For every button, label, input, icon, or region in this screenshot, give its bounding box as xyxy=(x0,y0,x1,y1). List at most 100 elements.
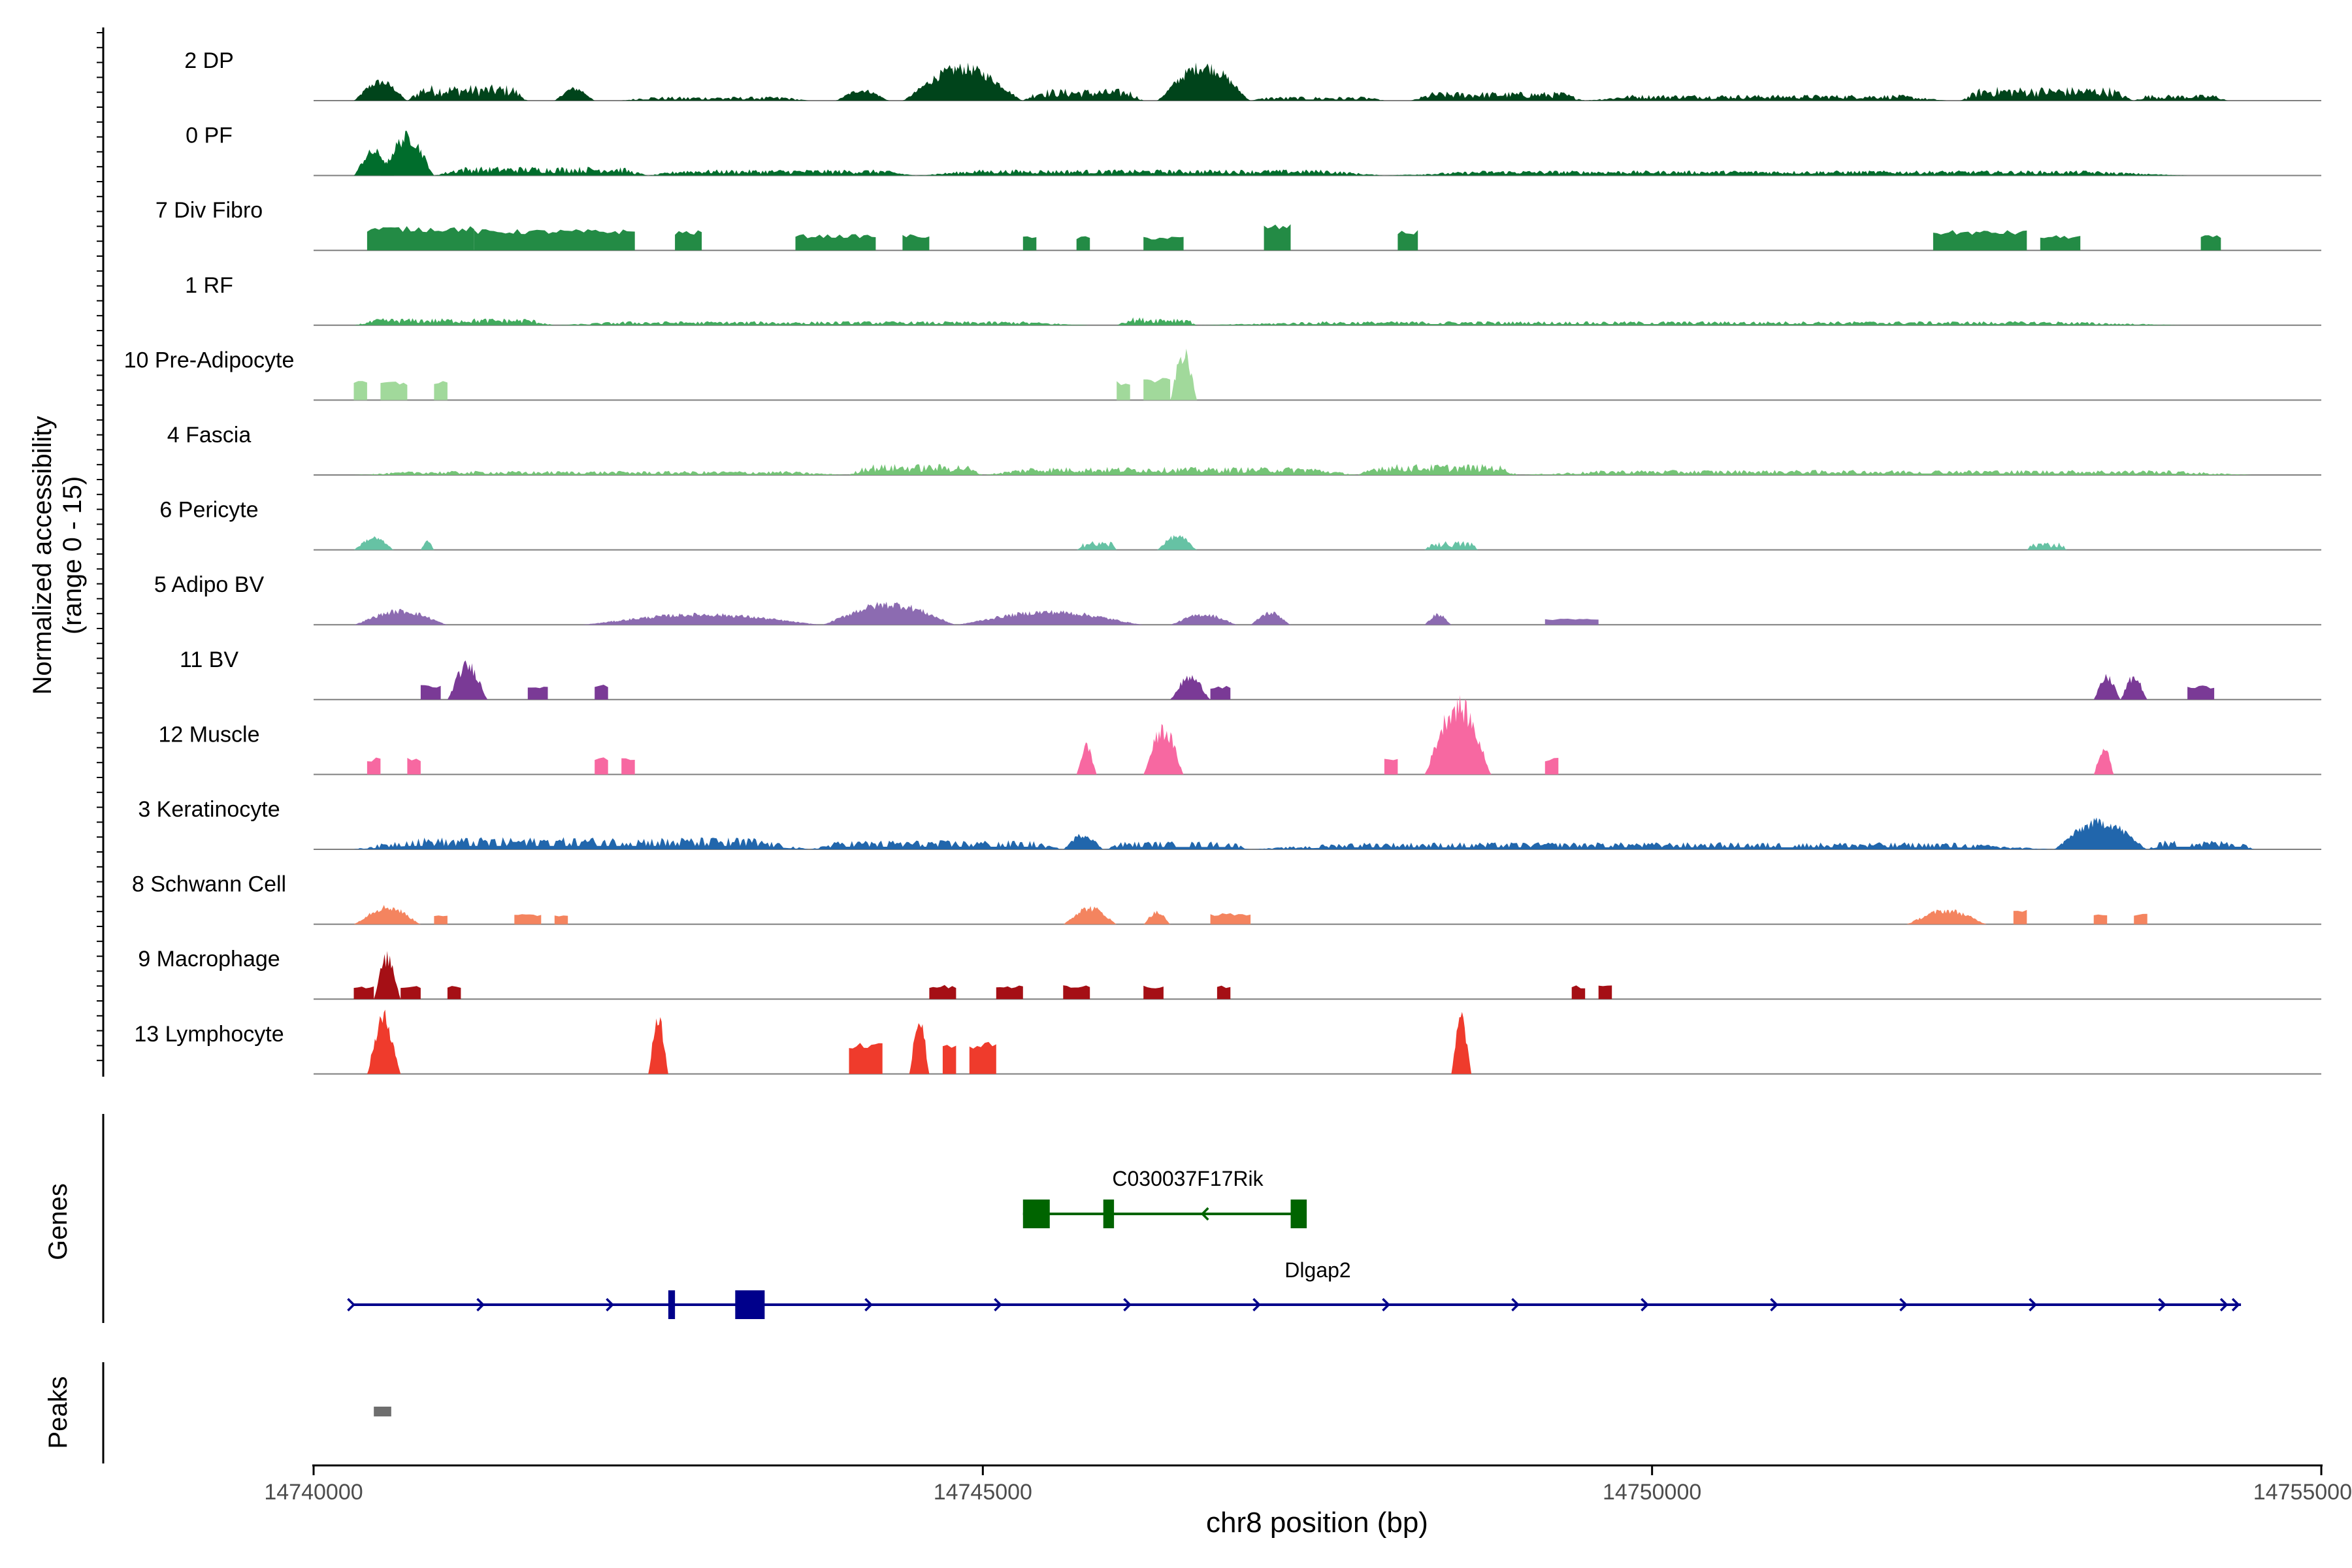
track-11-bv: 11 BV xyxy=(180,647,2321,700)
gene-exon xyxy=(1103,1200,1115,1228)
coverage-peak xyxy=(1117,381,1130,400)
strand-chevron xyxy=(1252,1298,1261,1312)
coverage-peak xyxy=(407,758,421,775)
coverage-peak xyxy=(675,230,702,251)
coverage-peak xyxy=(1424,613,1452,625)
coverage-peak xyxy=(353,80,408,101)
coverage-peak xyxy=(1063,906,1117,924)
track-label: 6 Pericyte xyxy=(159,498,258,523)
coverage-peak xyxy=(1063,985,1090,1000)
coverage-peak xyxy=(420,540,434,550)
coverage-peak xyxy=(822,602,956,625)
track-label: 5 Adipo BV xyxy=(154,572,265,597)
coverage-tracks: 2 DP 0 PF 7 Div Fibro 1 RF 10 Pre-Adipocyte 4… xyxy=(124,48,2321,1075)
strand-chevron xyxy=(1641,1298,1649,1312)
coverage-peak xyxy=(1384,759,1398,775)
coverage-peak xyxy=(1571,985,1586,1000)
gene-dlgap2: Dlgap2 xyxy=(347,1258,2242,1319)
coverage-peak xyxy=(353,905,421,924)
coverage-peak xyxy=(2040,235,2081,251)
coverage-peak xyxy=(902,62,1023,101)
coverage-peak xyxy=(942,1045,956,1074)
coverage-peak xyxy=(795,234,876,251)
coverage-peak xyxy=(1210,685,1231,700)
x-tick-label: 14745000 xyxy=(934,1480,1032,1505)
track-label: 10 Pre-Adipocyte xyxy=(124,348,295,372)
coverage-peak xyxy=(447,986,461,1000)
coverage-peak xyxy=(1143,985,1164,1000)
coverage-peak xyxy=(1424,541,1478,550)
coverage-peak xyxy=(434,167,649,176)
coverage-peak xyxy=(434,381,448,400)
coverage-peak xyxy=(554,915,568,924)
coverage-peak xyxy=(353,381,367,400)
track-label: 2 DP xyxy=(184,48,234,73)
coverage-peak xyxy=(1170,675,1211,700)
coverage-peak xyxy=(1544,619,1599,625)
coverage-peak xyxy=(1076,541,1117,550)
coverage-peak xyxy=(514,914,542,924)
strand-chevron xyxy=(606,1298,614,1312)
coverage-peak xyxy=(915,169,1384,176)
strand-chevron xyxy=(994,1298,1002,1312)
coverage-peak xyxy=(1143,724,1184,775)
coverage-peak xyxy=(2147,840,2255,849)
coverage-peak xyxy=(1217,985,1231,1000)
strand-chevron xyxy=(1899,1298,1908,1312)
coverage-peak xyxy=(595,685,608,700)
x-tick-label: 14755000 xyxy=(2253,1480,2352,1505)
track-1-rf: 1 RF xyxy=(185,273,2321,326)
coverage-peak xyxy=(1250,842,2054,849)
coverage-peak xyxy=(1117,317,1198,325)
x-axis: 14740000 14745000 14750000 14755000 xyxy=(97,27,2352,1505)
y-axis-title-line2: (range 0 - 15) xyxy=(58,476,87,634)
coverage-peak xyxy=(353,837,809,849)
peaks-panel-label: Peaks xyxy=(44,1376,73,1448)
strand-chevron xyxy=(1770,1298,1778,1312)
coverage-peak xyxy=(367,757,381,775)
coverage-peak xyxy=(1022,88,1144,101)
x-axis-title: chr8 position (bp) xyxy=(1206,1507,1428,1539)
coverage-peak xyxy=(1210,913,1251,924)
coverage-peak xyxy=(554,87,595,101)
coverage-peak xyxy=(474,229,635,251)
coverage-peak xyxy=(809,840,1064,849)
coverage-peak xyxy=(1264,224,1291,251)
coverage-peak xyxy=(1076,236,1090,251)
coverage-peak xyxy=(2027,542,2067,550)
coverage-peak xyxy=(400,986,421,1000)
coverage-peak xyxy=(434,915,448,924)
peaks-track xyxy=(102,1362,391,1463)
coverage-peak xyxy=(2093,674,2121,700)
coverage-peak xyxy=(380,131,434,176)
x-tick-label: 14750000 xyxy=(1603,1480,1701,1505)
coverage-peak xyxy=(1384,170,2188,176)
coverage-peak xyxy=(648,1017,668,1074)
coverage-peak xyxy=(1959,86,2134,101)
coverage-peak xyxy=(2093,749,2114,775)
coverage-peak xyxy=(1424,694,1492,775)
gene-c030037f17rik: C030037F17Rik xyxy=(1022,1167,1307,1228)
track-label: 4 Fascia xyxy=(167,423,252,448)
gene-exon xyxy=(735,1290,765,1319)
coverage-peak xyxy=(353,470,849,475)
coverage-peak xyxy=(1022,236,1037,251)
coverage-peak xyxy=(1103,841,1251,849)
track-9-macrophage: 9 Macrophage xyxy=(138,947,2321,1000)
strand-chevron xyxy=(1382,1298,1390,1312)
coverage-peak xyxy=(353,318,555,325)
coverage-peak xyxy=(1250,612,1291,625)
coverage-peak xyxy=(929,985,956,1000)
x-tick-label: 14740000 xyxy=(264,1480,363,1505)
track-2-dp: 2 DP xyxy=(184,48,2321,101)
track-3-keratinocyte: 3 Keratinocyte xyxy=(138,797,2321,850)
coverage-peak xyxy=(2187,685,2215,700)
track-10-pre-adipocyte: 10 Pre-Adipocyte xyxy=(124,348,2321,401)
coverage-peak xyxy=(648,169,916,176)
track-label: 0 PF xyxy=(186,123,233,148)
coverage-peak xyxy=(1397,230,1418,251)
track-label: 7 Div Fibro xyxy=(155,198,263,223)
coverage-peak xyxy=(2200,235,2221,251)
coverage-peak xyxy=(1544,758,1559,775)
coverage-peak xyxy=(420,685,441,700)
